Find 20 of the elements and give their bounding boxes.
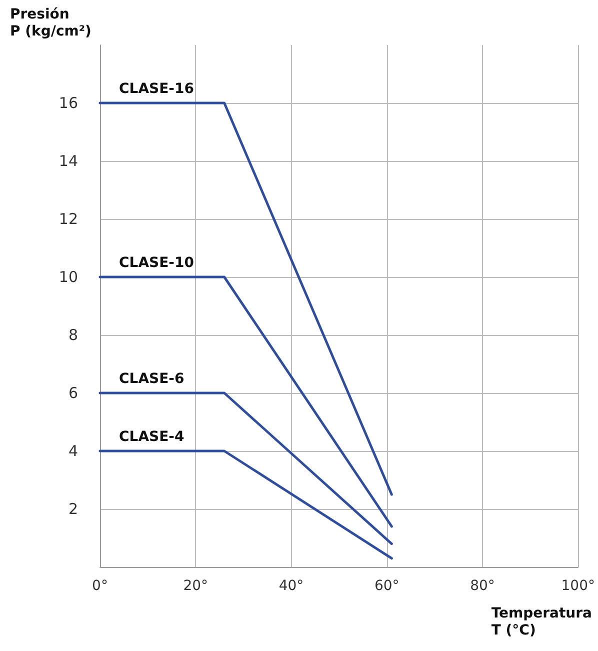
y-tick-label: 4: [68, 442, 78, 460]
y-tick-label: 2: [68, 500, 78, 518]
x-tick-label: 80°: [470, 578, 495, 594]
y-tick-label: 6: [68, 384, 78, 402]
y-tick-label: 8: [68, 326, 78, 344]
x-tick-label: 40°: [278, 578, 304, 594]
series-label: CLASE-10: [119, 255, 194, 271]
y-tick-label: 12: [58, 210, 78, 228]
series-label: CLASE-6: [119, 371, 184, 387]
series-label: CLASE-16: [119, 81, 194, 97]
y-tick-label: 16: [58, 94, 78, 112]
x-tick-label: 20°: [183, 578, 208, 594]
y-axis-title: Presión P (kg/cm²): [10, 6, 92, 40]
y-tick-label: 10: [58, 268, 78, 286]
y-tick-label: 14: [58, 152, 78, 170]
x-tick-label: 100°: [561, 578, 596, 594]
x-tick-label: 0°: [92, 578, 108, 594]
series-label: CLASE-4: [119, 429, 184, 445]
x-tick-label: 60°: [374, 578, 400, 594]
x-axis-title: Temperatura T (°C): [491, 606, 592, 638]
